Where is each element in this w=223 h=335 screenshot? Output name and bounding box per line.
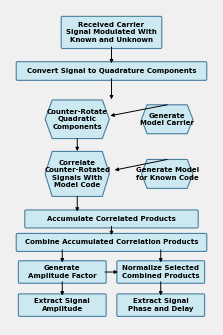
FancyBboxPatch shape — [18, 261, 106, 283]
FancyBboxPatch shape — [61, 16, 162, 49]
FancyBboxPatch shape — [16, 233, 207, 252]
Text: Combine Accumulated Correlation Products: Combine Accumulated Correlation Products — [25, 240, 198, 246]
Polygon shape — [141, 105, 193, 134]
Polygon shape — [141, 159, 193, 188]
Polygon shape — [45, 100, 109, 139]
FancyBboxPatch shape — [18, 294, 106, 316]
Text: Extract Signal
Phase and Delay: Extract Signal Phase and Delay — [128, 298, 194, 312]
Text: Normalize Selected
Combined Products: Normalize Selected Combined Products — [122, 265, 200, 279]
Polygon shape — [45, 151, 109, 196]
Text: Generate
Amplitude Factor: Generate Amplitude Factor — [28, 265, 97, 279]
FancyBboxPatch shape — [117, 294, 205, 316]
Text: Correlate
Counter-Rotated
Signals With
Model Code: Correlate Counter-Rotated Signals With M… — [44, 160, 110, 188]
Text: Convert Signal to Quadrature Components: Convert Signal to Quadrature Components — [27, 68, 196, 74]
Text: Received Carrier
Signal Modulated With
Known and Unknown: Received Carrier Signal Modulated With K… — [66, 22, 157, 43]
Text: Accumulate Correlated Products: Accumulate Correlated Products — [47, 216, 176, 222]
Text: Extract Signal
Amplitude: Extract Signal Amplitude — [34, 298, 90, 312]
Text: Counter-Rotate
Quadratic
Components: Counter-Rotate Quadratic Components — [47, 109, 108, 130]
Text: Generate Model
for Known Code: Generate Model for Known Code — [136, 167, 199, 181]
FancyBboxPatch shape — [16, 62, 207, 80]
FancyBboxPatch shape — [117, 261, 205, 283]
FancyBboxPatch shape — [25, 210, 198, 228]
Text: Generate
Model Carrier: Generate Model Carrier — [140, 113, 194, 126]
